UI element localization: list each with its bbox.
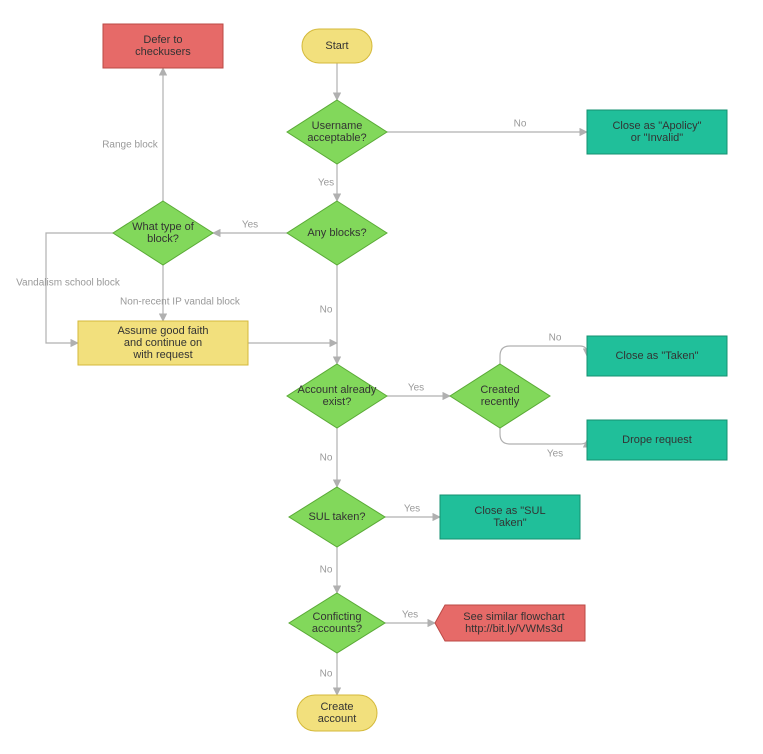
edge-username-yes: Yes — [318, 164, 337, 201]
svg-text:Any blocks?: Any blocks? — [307, 227, 366, 239]
node-create: Createaccount — [297, 695, 377, 731]
node-drop: Drope request — [587, 420, 727, 460]
edge-sul-no: No — [320, 547, 337, 593]
svg-text:and continue on: and continue on — [124, 337, 202, 349]
svg-text:exist?: exist? — [323, 396, 352, 408]
svg-text:Start: Start — [325, 40, 348, 52]
svg-text:http://bit.ly/VWMs3d: http://bit.ly/VWMs3d — [465, 623, 563, 635]
svg-text:Created: Created — [480, 384, 519, 396]
node-defer: Defer tocheckusers — [103, 24, 223, 68]
svg-text:Yes: Yes — [242, 220, 258, 231]
svg-text:Non-recent IP vandal block: Non-recent IP vandal block — [120, 297, 241, 308]
svg-text:Range block: Range block — [102, 140, 159, 151]
edge-blocktype-range: Range block — [102, 68, 163, 201]
svg-text:accounts?: accounts? — [312, 623, 362, 635]
edge-exists-yes: Yes — [387, 383, 450, 396]
svg-text:No: No — [514, 119, 527, 130]
node-exists: Account alreadyexist? — [287, 364, 387, 428]
svg-text:Yes: Yes — [402, 610, 418, 621]
svg-text:or "Invalid": or "Invalid" — [631, 132, 684, 144]
edge-anyblocks-yes: Yes — [213, 220, 287, 233]
svg-text:Close as "Taken": Close as "Taken" — [615, 350, 698, 362]
svg-text:See similar flowchart: See similar flowchart — [463, 611, 564, 623]
edge-anyblocks-no: No — [320, 265, 337, 364]
node-recent: Createdrecently — [450, 364, 550, 428]
node-conflict: Confictingaccounts? — [289, 593, 385, 653]
node-close_taken: Close as "Taken" — [587, 336, 727, 376]
edge-recent-no: No — [500, 333, 587, 364]
edge-sul-yes: Yes — [385, 504, 440, 517]
edge-blocktype-nonrecent: Non-recent IP vandal block — [120, 265, 241, 321]
svg-text:Account already: Account already — [298, 384, 377, 396]
edge-username-no: No — [387, 119, 587, 132]
edge-exists-no: No — [320, 428, 337, 487]
svg-text:with request: with request — [132, 349, 192, 361]
node-blocktype: What type ofblock? — [113, 201, 213, 265]
svg-text:Yes: Yes — [408, 383, 424, 394]
svg-text:Create: Create — [320, 701, 353, 713]
svg-text:What type of: What type of — [132, 221, 195, 233]
svg-text:acceptable?: acceptable? — [307, 132, 366, 144]
svg-text:Close as "Apolicy": Close as "Apolicy" — [612, 120, 701, 132]
svg-text:Taken": Taken" — [493, 517, 526, 529]
svg-text:Yes: Yes — [547, 449, 563, 460]
edge-conflict-no: No — [320, 653, 337, 695]
node-anyblocks: Any blocks? — [287, 201, 387, 265]
node-close_sul: Close as "SULTaken" — [440, 495, 580, 539]
svg-text:Defer to: Defer to — [143, 34, 182, 46]
svg-text:No: No — [320, 669, 333, 680]
svg-text:checkusers: checkusers — [135, 46, 191, 58]
node-start: Start — [302, 29, 372, 63]
svg-text:recently: recently — [481, 396, 520, 408]
svg-text:SUL taken?: SUL taken? — [308, 511, 365, 523]
svg-text:No: No — [320, 565, 333, 576]
node-username: Usernameacceptable? — [287, 100, 387, 164]
svg-text:Assume good faith: Assume good faith — [117, 325, 208, 337]
svg-text:Username: Username — [312, 120, 363, 132]
svg-text:Vandalism school block: Vandalism school block — [16, 278, 121, 289]
svg-text:Yes: Yes — [318, 178, 334, 189]
svg-text:Drope request: Drope request — [622, 434, 692, 446]
svg-text:Conficting: Conficting — [313, 611, 362, 623]
edge-recent-yes: Yes — [500, 428, 587, 460]
svg-text:account: account — [318, 713, 357, 725]
svg-text:Yes: Yes — [404, 504, 420, 515]
node-sul: SUL taken? — [289, 487, 385, 547]
node-reference: See similar flowcharthttp://bit.ly/VWMs3… — [435, 605, 585, 641]
node-close_invalid: Close as "Apolicy"or "Invalid" — [587, 110, 727, 154]
svg-text:Close as "SUL: Close as "SUL — [474, 505, 545, 517]
node-assume: Assume good faithand continue onwith req… — [78, 321, 248, 365]
svg-text:No: No — [320, 305, 333, 316]
edge-conflict-yes: Yes — [385, 610, 435, 623]
svg-text:No: No — [549, 333, 562, 344]
svg-text:block?: block? — [147, 233, 179, 245]
svg-text:No: No — [320, 453, 333, 464]
